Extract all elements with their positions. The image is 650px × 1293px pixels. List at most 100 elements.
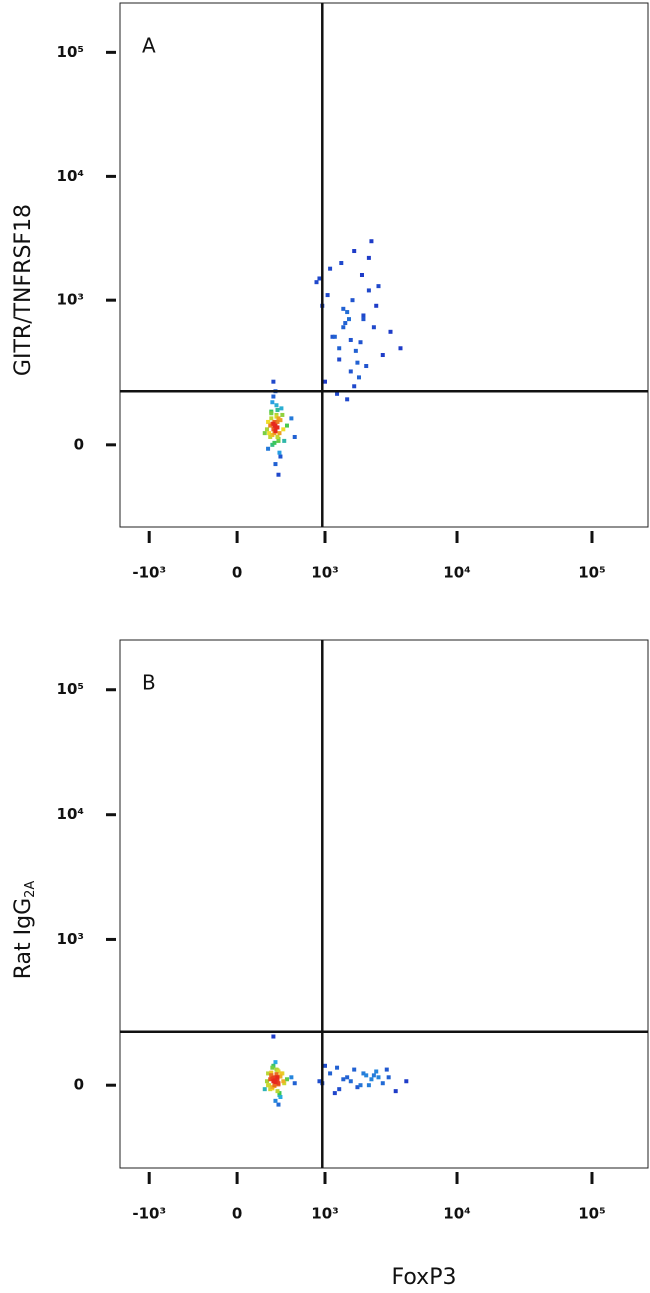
event-dot (270, 1085, 275, 1090)
event-dot (276, 1069, 281, 1074)
event-dot (270, 1065, 275, 1070)
event-dot (273, 1060, 278, 1065)
event-dot (271, 394, 276, 399)
plot-frame (119, 639, 649, 1169)
event-dot (281, 1079, 286, 1084)
event-dot (348, 369, 353, 374)
event-dot (272, 423, 277, 428)
x-tick-label: 10³ (311, 564, 338, 582)
x-tick-label: 0 (232, 1205, 242, 1223)
event-dot (364, 364, 369, 369)
event-dot (277, 431, 282, 436)
event-dot (346, 317, 351, 322)
event-dot (292, 1081, 297, 1086)
event-dot (355, 1085, 360, 1090)
event-dot (380, 1081, 385, 1086)
event-dot (273, 1079, 278, 1084)
event-dot (262, 1087, 267, 1092)
event-dot (339, 261, 344, 266)
event-dot (374, 303, 379, 308)
event-dot (393, 1089, 398, 1094)
x-tick-label: 0 (232, 564, 242, 582)
event-dot (345, 397, 350, 402)
event-dot (266, 419, 271, 424)
event-dot (355, 360, 360, 365)
event-dot (330, 334, 335, 339)
event-dot (352, 384, 357, 389)
event-dot (274, 1072, 279, 1077)
event-dot (275, 1089, 280, 1094)
event-dot (273, 462, 278, 467)
event-dot (356, 375, 361, 380)
event-dot (279, 1071, 284, 1076)
event-dot (361, 313, 366, 318)
y-axis-label-text: Rat IgG (11, 898, 36, 979)
event-dot (364, 1073, 369, 1078)
event-dot (337, 357, 342, 362)
event-dot (274, 414, 279, 419)
event-dot (271, 379, 276, 384)
y-axis-label-text: GITR/TNFRSF18 (11, 204, 36, 376)
event-dot (274, 425, 279, 430)
event-dot (266, 1071, 271, 1076)
y-axis-label-subscript: 2A (23, 881, 38, 898)
event-dot (358, 340, 363, 345)
event-dot (366, 255, 371, 260)
panel-label: A (142, 34, 156, 58)
event-dot (275, 419, 280, 424)
event-dot (266, 446, 271, 451)
event-dot (269, 411, 274, 416)
event-dot (366, 288, 371, 293)
x-tick-label: -10³ (132, 1205, 166, 1223)
event-dot (376, 1075, 381, 1080)
x-tick-label: 10³ (311, 1205, 338, 1223)
event-dot (268, 423, 273, 428)
event-dot (369, 1077, 374, 1082)
x-axis-label: FoxP3 (392, 1265, 457, 1290)
event-dot (388, 329, 393, 334)
event-dot (269, 1073, 274, 1078)
event-dot (353, 348, 358, 353)
event-dot (273, 1098, 278, 1103)
event-dot (335, 1065, 340, 1070)
event-dot (278, 418, 283, 423)
event-dot (384, 1067, 389, 1072)
event-dot (376, 284, 381, 289)
event-dot (280, 412, 285, 417)
y-tick-label: 10⁴ (57, 805, 84, 823)
event-dot (352, 1067, 357, 1072)
event-dot (332, 1091, 337, 1096)
y-tick-label: 10⁵ (57, 43, 84, 61)
event-dot (369, 239, 374, 244)
event-dot (268, 1077, 273, 1082)
event-dot (268, 1087, 273, 1092)
event-dot (348, 337, 353, 342)
event-dot (275, 407, 280, 412)
event-dot (284, 423, 289, 428)
event-dot (345, 310, 350, 315)
event-dot (343, 321, 348, 326)
event-dot (276, 1102, 281, 1107)
y-axis-label: GITR/TNFRSF18 (11, 204, 36, 376)
event-dot (274, 403, 279, 408)
event-dot (335, 391, 340, 396)
event-dot (380, 353, 385, 358)
event-dot (398, 346, 403, 351)
event-dot (272, 440, 277, 445)
y-tick-label: 10⁴ (57, 167, 84, 185)
event-dot (289, 416, 294, 421)
event-dot (271, 427, 276, 432)
event-dot (337, 1087, 342, 1092)
event-dot (328, 1071, 333, 1076)
event-dot (282, 438, 287, 443)
event-dot (276, 1081, 281, 1086)
event-dot (341, 325, 346, 330)
event-dot (281, 427, 286, 432)
event-dot (325, 293, 330, 298)
event-dot (348, 1079, 353, 1084)
event-dot (270, 433, 275, 438)
plot-frame (119, 2, 649, 528)
y-tick-label: 0 (74, 435, 84, 453)
y-tick-label: 10⁵ (57, 680, 84, 698)
event-dot (337, 346, 342, 351)
